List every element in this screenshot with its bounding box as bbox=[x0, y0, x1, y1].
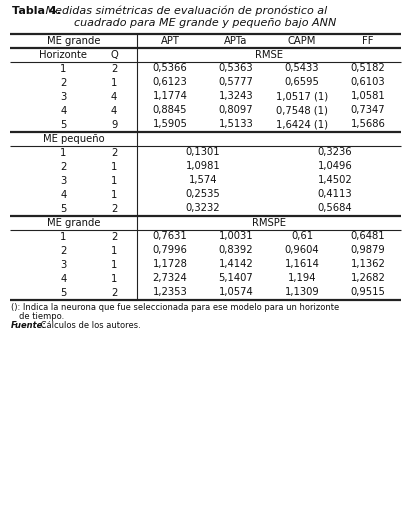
Text: 0,6595: 0,6595 bbox=[284, 78, 319, 88]
Text: 0,9604: 0,9604 bbox=[285, 245, 319, 256]
Text: APTa: APTa bbox=[224, 37, 248, 47]
Text: RMSPE: RMSPE bbox=[252, 218, 286, 228]
Text: 1: 1 bbox=[111, 190, 117, 199]
Text: 1,1309: 1,1309 bbox=[285, 287, 319, 298]
Text: 2: 2 bbox=[111, 287, 117, 298]
Text: 1,0981: 1,0981 bbox=[186, 162, 220, 171]
Text: 1,0581: 1,0581 bbox=[351, 91, 386, 101]
Text: 2: 2 bbox=[111, 63, 117, 74]
Text: 4: 4 bbox=[111, 91, 117, 101]
Text: (): Indica la neurona que fue seleccionada para ese modelo para un horizonte: (): Indica la neurona que fue selecciona… bbox=[11, 303, 339, 312]
Text: 1: 1 bbox=[111, 273, 117, 283]
Text: 5: 5 bbox=[60, 287, 67, 298]
Text: 0,5366: 0,5366 bbox=[152, 63, 187, 74]
Text: 0,5182: 0,5182 bbox=[351, 63, 386, 74]
Text: 4: 4 bbox=[111, 105, 117, 116]
Text: 0,9515: 0,9515 bbox=[351, 287, 386, 298]
Text: 1,1774: 1,1774 bbox=[152, 91, 187, 101]
Text: cuadrado para ME grande y pequeño bajo ANN: cuadrado para ME grande y pequeño bajo A… bbox=[74, 18, 337, 28]
Text: 1: 1 bbox=[111, 78, 117, 88]
Text: 2,7324: 2,7324 bbox=[152, 273, 187, 283]
Text: CAPM: CAPM bbox=[288, 37, 316, 47]
Text: 1,1614: 1,1614 bbox=[284, 260, 319, 270]
Text: 0,7347: 0,7347 bbox=[351, 105, 386, 116]
Text: Q: Q bbox=[110, 50, 118, 60]
Text: 1,4142: 1,4142 bbox=[219, 260, 253, 270]
Text: 1: 1 bbox=[111, 245, 117, 256]
Text: 0,8097: 0,8097 bbox=[219, 105, 253, 116]
Text: 9: 9 bbox=[111, 120, 117, 129]
Text: 3: 3 bbox=[60, 260, 67, 270]
Text: 1,1362: 1,1362 bbox=[351, 260, 386, 270]
Text: RMSE: RMSE bbox=[255, 50, 283, 60]
Text: Horizonte: Horizonte bbox=[39, 50, 88, 60]
Text: 1,5133: 1,5133 bbox=[219, 120, 253, 129]
Text: 5: 5 bbox=[60, 203, 67, 213]
Text: 4: 4 bbox=[60, 105, 67, 116]
Text: 2: 2 bbox=[111, 203, 117, 213]
Text: 3: 3 bbox=[60, 91, 67, 101]
Text: 4: 4 bbox=[60, 273, 67, 283]
Text: 1,6424 (1): 1,6424 (1) bbox=[276, 120, 328, 129]
Text: 5: 5 bbox=[60, 120, 67, 129]
Text: 0,5433: 0,5433 bbox=[285, 63, 319, 74]
Text: 1,0517 (1): 1,0517 (1) bbox=[276, 91, 328, 101]
Text: 0,61: 0,61 bbox=[291, 232, 313, 241]
Text: 4: 4 bbox=[60, 190, 67, 199]
Text: APT: APT bbox=[161, 37, 180, 47]
Text: 1,0031: 1,0031 bbox=[219, 232, 253, 241]
Text: 0,6103: 0,6103 bbox=[351, 78, 386, 88]
Text: 0,5684: 0,5684 bbox=[318, 203, 352, 213]
Text: de tiempo.: de tiempo. bbox=[19, 312, 64, 321]
Text: 0,9879: 0,9879 bbox=[351, 245, 386, 256]
Text: 0,5777: 0,5777 bbox=[219, 78, 254, 88]
Text: 3: 3 bbox=[60, 175, 67, 186]
Text: 1,0496: 1,0496 bbox=[318, 162, 352, 171]
Text: 0,3232: 0,3232 bbox=[186, 203, 220, 213]
Text: 0,6123: 0,6123 bbox=[152, 78, 187, 88]
Text: Tabla 4.: Tabla 4. bbox=[12, 6, 61, 16]
Text: 2: 2 bbox=[60, 245, 67, 256]
Text: 2: 2 bbox=[111, 148, 117, 158]
Text: 1: 1 bbox=[111, 162, 117, 171]
Text: 1,5905: 1,5905 bbox=[152, 120, 187, 129]
Text: 0,2535: 0,2535 bbox=[186, 190, 220, 199]
Text: ME pequeño: ME pequeño bbox=[43, 133, 104, 143]
Text: Medidas simétricas de evaluación de pronóstico al: Medidas simétricas de evaluación de pron… bbox=[42, 6, 327, 16]
Text: 0,7996: 0,7996 bbox=[152, 245, 187, 256]
Text: 0,6481: 0,6481 bbox=[351, 232, 386, 241]
Text: 1: 1 bbox=[60, 232, 67, 241]
Text: 1: 1 bbox=[60, 148, 67, 158]
Text: 5,1407: 5,1407 bbox=[219, 273, 253, 283]
Text: 1,4502: 1,4502 bbox=[318, 175, 352, 186]
Text: 1,1728: 1,1728 bbox=[152, 260, 187, 270]
Text: 1: 1 bbox=[60, 63, 67, 74]
Text: ME grande: ME grande bbox=[47, 218, 100, 228]
Text: 0,3236: 0,3236 bbox=[318, 148, 352, 158]
Text: Fuente:: Fuente: bbox=[11, 321, 46, 330]
Text: 1,3243: 1,3243 bbox=[219, 91, 253, 101]
Text: 0,4113: 0,4113 bbox=[318, 190, 352, 199]
Text: 0,7548 (1): 0,7548 (1) bbox=[276, 105, 328, 116]
Text: 1,574: 1,574 bbox=[189, 175, 217, 186]
Text: 0,7631: 0,7631 bbox=[152, 232, 187, 241]
Text: 0,8392: 0,8392 bbox=[219, 245, 253, 256]
Text: 1,0574: 1,0574 bbox=[219, 287, 253, 298]
Text: ME grande: ME grande bbox=[47, 37, 100, 47]
Text: Cálculos de los autores.: Cálculos de los autores. bbox=[38, 321, 141, 330]
Text: 1,194: 1,194 bbox=[288, 273, 316, 283]
Text: 0,5363: 0,5363 bbox=[219, 63, 253, 74]
Text: 0,1301: 0,1301 bbox=[186, 148, 220, 158]
Text: 1: 1 bbox=[111, 175, 117, 186]
Text: 2: 2 bbox=[111, 232, 117, 241]
Text: 1: 1 bbox=[111, 260, 117, 270]
Text: 1,5686: 1,5686 bbox=[351, 120, 386, 129]
Text: FF: FF bbox=[362, 37, 374, 47]
Text: 0,8845: 0,8845 bbox=[153, 105, 187, 116]
Text: 2: 2 bbox=[60, 78, 67, 88]
Text: 2: 2 bbox=[60, 162, 67, 171]
Text: 1,2682: 1,2682 bbox=[351, 273, 386, 283]
Text: 1,2353: 1,2353 bbox=[152, 287, 187, 298]
